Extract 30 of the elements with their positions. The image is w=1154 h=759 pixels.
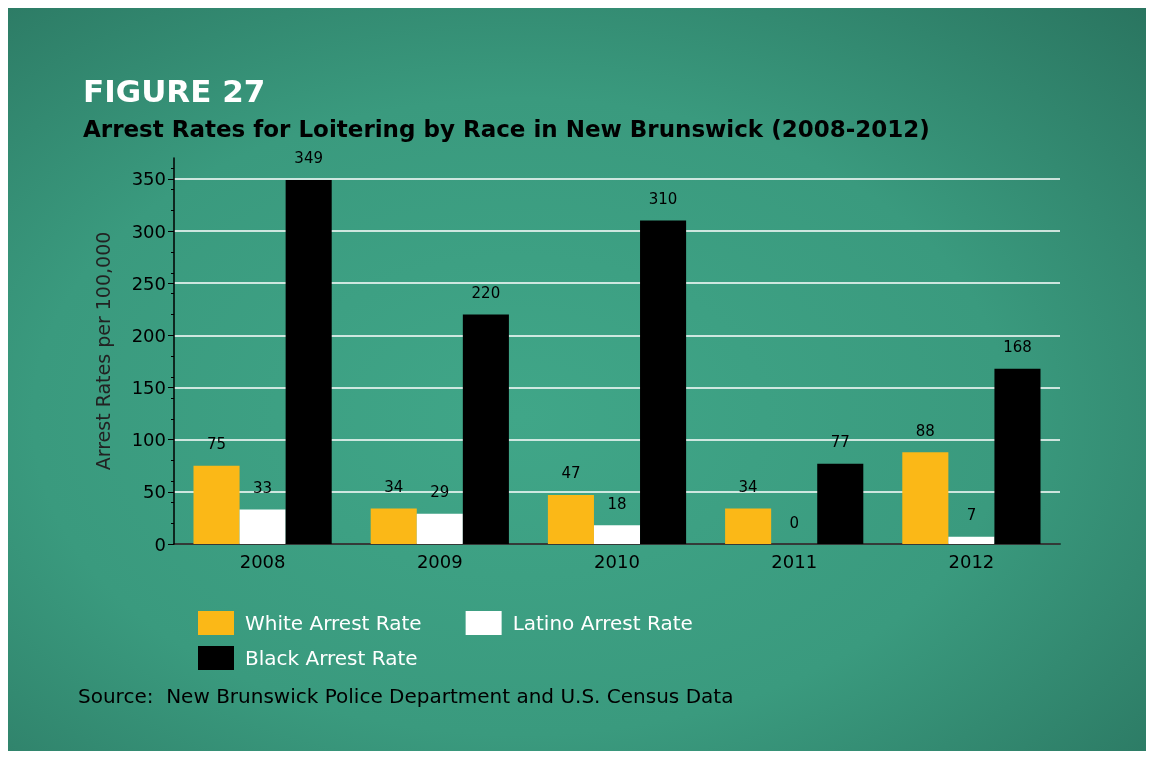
y-tick-label: 0 (154, 533, 166, 555)
y-tick-label: 150 (131, 377, 166, 399)
y-tick-label: 50 (143, 481, 166, 503)
legend-label: Latino Arrest Rate (512, 611, 693, 635)
data-label: 220 (471, 283, 501, 302)
legend-label: White Arrest Rate (245, 611, 422, 635)
source-note: Source: New Brunswick Police Department and U.S. Census Data (78, 684, 734, 708)
x-tick-label: 2009 (416, 550, 463, 572)
chart-subtitle: Arrest Rates for Loitering by Race in New Brunswick (2008-2012) (83, 115, 930, 142)
y-tick-label: 300 (131, 220, 166, 242)
x-tick-label: 2010 (594, 550, 640, 572)
data-label: 88 (915, 421, 935, 440)
data-label: 0 (789, 513, 799, 532)
y-tick-label: 250 (131, 272, 166, 294)
data-label: 7 (966, 506, 977, 525)
y-tick-label: 350 (131, 168, 166, 190)
x-tick-label: 2011 (771, 550, 818, 572)
y-axis-title: Arrest Rates per 100,000 (91, 231, 114, 471)
chart-title: FIGURE 27 (83, 72, 266, 109)
data-label: 47 (561, 464, 581, 483)
data-label: 310 (648, 190, 678, 209)
data-label: 349 (294, 149, 323, 168)
data-label: 75 (206, 435, 227, 454)
x-tick-label: 2008 (239, 550, 286, 572)
y-tick-label: 200 (131, 324, 166, 346)
x-tick-label: 2012 (948, 550, 995, 572)
legend-label: Black Arrest Rate (245, 646, 418, 670)
y-tick-label: 100 (131, 429, 166, 451)
data-label: 168 (1003, 338, 1032, 357)
data-label: 18 (607, 494, 627, 513)
